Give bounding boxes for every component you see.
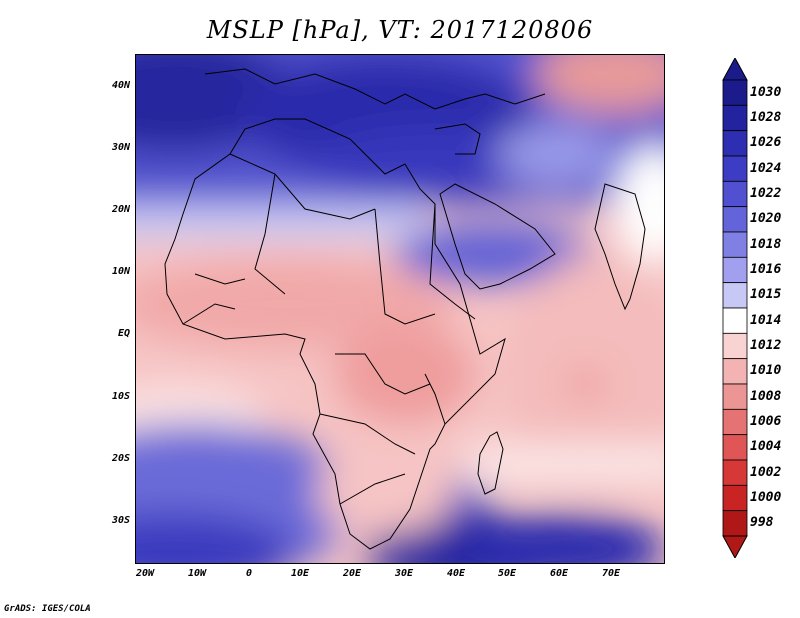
x-tick-label: 0: [245, 568, 253, 579]
colorbar-swatch: [722, 459, 748, 486]
colorbar-swatch: [722, 180, 748, 208]
colorbar-level-label: 1028: [750, 110, 782, 125]
y-tick-label: 40N: [111, 80, 130, 91]
x-tick-label: 30E: [394, 568, 414, 579]
colorbar-swatch: [722, 383, 748, 410]
map-title: MSLP [hPa], VT: 2017120806: [206, 16, 594, 44]
colorbar-swatch: [722, 307, 748, 334]
coastlines: [164, 68, 646, 550]
x-tick-label: 20W: [135, 568, 155, 579]
colorbar-swatch: [722, 256, 748, 284]
colorbar-level-label: 1008: [750, 388, 782, 404]
pressure-field: [135, 54, 665, 564]
colorbar-level-label: 1016: [750, 262, 782, 277]
colorbar-level-label: 1022: [750, 186, 782, 201]
x-tick-label: 50E: [497, 568, 517, 579]
colorbar-level-label: 998: [750, 515, 774, 531]
colorbar-swatch: [722, 155, 748, 182]
colorbar-swatch: [722, 104, 748, 132]
colorbar-swatch: [722, 282, 748, 309]
colorbar-level-label: 1000: [750, 490, 782, 505]
pressure-map: [135, 54, 665, 564]
colorbar-level-label: 1006: [750, 414, 782, 429]
colorbar-level-label: 1010: [750, 363, 782, 379]
y-tick-label: 30S: [111, 515, 130, 526]
colorbar-swatch: [722, 332, 748, 360]
x-tick-label: 60E: [549, 568, 569, 579]
x-tick-label: 10W: [187, 568, 207, 579]
colorbar-level-label: 1026: [750, 135, 782, 151]
colorbar: [722, 58, 748, 558]
y-tick-label: 20S: [111, 453, 130, 464]
x-tick-label: 70E: [601, 568, 621, 579]
colorbar-swatch: [722, 206, 748, 233]
x-tick-label: 20E: [342, 568, 362, 579]
colorbar-swatch: [722, 358, 748, 385]
colorbar-max-arrow: [722, 58, 748, 81]
colorbar-level-label: 1004: [750, 439, 782, 455]
colorbar-level-label: 1014: [750, 312, 782, 328]
colorbar-swatch: [722, 408, 748, 436]
colorbar-level-label: 1018: [750, 236, 782, 252]
y-tick-label: 30N: [111, 142, 130, 153]
colorbar-level-label: 1002: [750, 464, 782, 480]
y-tick-label: 20N: [111, 204, 130, 215]
colorbar-swatch: [722, 79, 748, 106]
y-tick-label: 10S: [111, 391, 130, 402]
colorbar-swatch: [722, 130, 748, 157]
y-tick-label: EQ: [117, 328, 130, 339]
colorbar-level-label: 1012: [750, 338, 782, 353]
colorbar-level-label: 1024: [750, 160, 782, 176]
x-tick-label: 40E: [446, 568, 466, 579]
grads-credit: GrADS: IGES/COLA: [4, 604, 91, 614]
colorbar-level-label: 1030: [750, 84, 782, 100]
colorbar-level-label: 1020: [750, 211, 782, 227]
colorbar-swatch: [722, 510, 748, 537]
x-tick-label: 10E: [290, 568, 310, 579]
map-frame: [135, 54, 665, 564]
colorbar-swatch: [722, 484, 748, 512]
y-tick-label: 10N: [111, 266, 130, 277]
colorbar-level-label: 1015: [750, 287, 782, 303]
colorbar-swatch: [722, 231, 748, 258]
colorbar-min-arrow: [722, 535, 748, 558]
colorbar-swatch: [722, 434, 748, 461]
